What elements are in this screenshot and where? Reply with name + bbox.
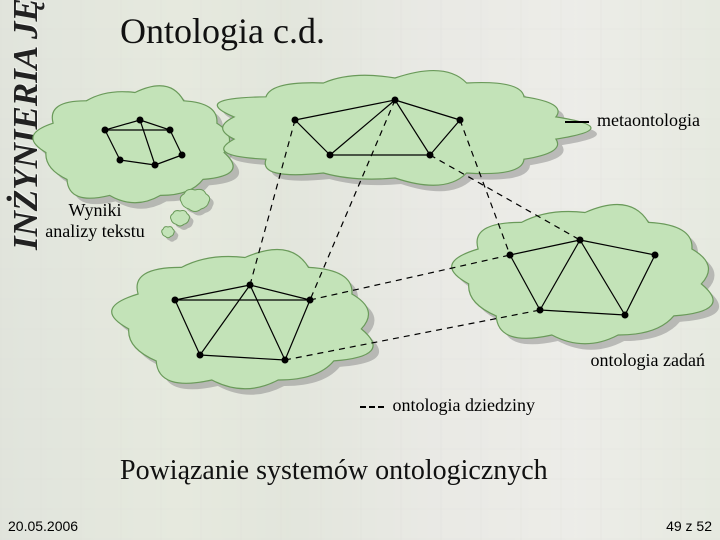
legend-metaontologia: metaontologia — [565, 110, 700, 131]
footer-date: 20.05.2006 — [8, 518, 78, 534]
slide-title: Ontologia c.d. — [120, 10, 325, 52]
legend-meta-label: metaontologia — [597, 110, 700, 130]
footer-page: 49 z 52 — [666, 518, 712, 534]
legend-line-solid — [565, 121, 589, 123]
legend-dziedziny-label: ontologia dziedziny — [393, 395, 535, 415]
slide-subtitle: Powiązanie systemów ontologicznych — [120, 455, 548, 487]
legend-ontologia-dziedziny: ontologia dziedziny — [360, 395, 535, 416]
caption-ontologia-zadan: ontologia zadań — [591, 350, 705, 371]
caption-wyniki: Wyniki analizy tekstu — [15, 200, 175, 242]
legend-line-dashed — [360, 406, 384, 408]
